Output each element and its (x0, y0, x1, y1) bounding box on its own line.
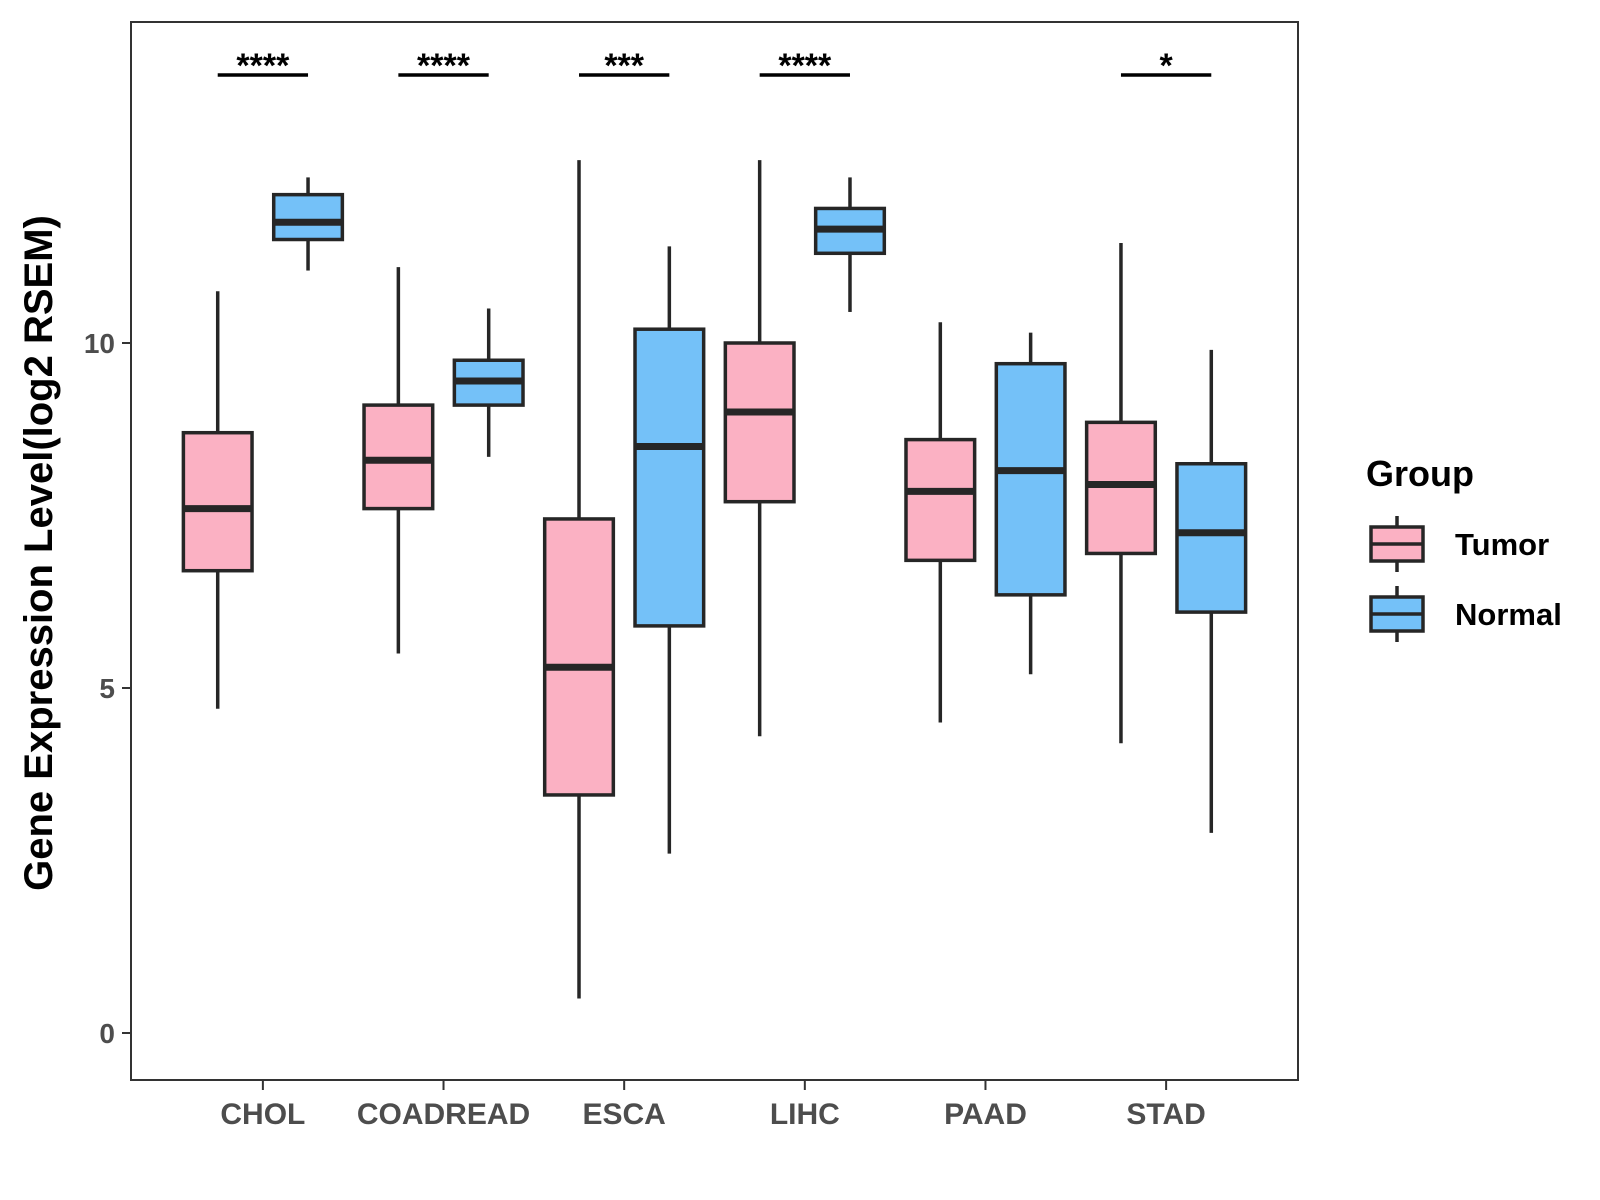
significance-label-coadread: **** (417, 47, 471, 85)
significance-label-lihc: **** (778, 47, 832, 85)
y-tick-label-10: 10 (84, 328, 115, 359)
y-axis: 0 5 10 (84, 328, 131, 1049)
plot-panel-border (130, 21, 1299, 1081)
y-tick-label-5: 5 (99, 673, 115, 704)
box-tumor-esca (542, 160, 616, 999)
box-normal-stad (1175, 349, 1248, 833)
significance-label-stad: * (1160, 47, 1174, 85)
box-normal-chol (271, 177, 345, 271)
box-body-tumor-paad (904, 437, 977, 563)
box-normal-esca (633, 246, 706, 854)
significance-label-chol: **** (236, 47, 290, 85)
x-tick-label-esca: ESCA (582, 1098, 665, 1131)
box-tumor-coadread (362, 267, 435, 654)
y-axis-title: Gene Expression Level(log2 RSEM) (17, 215, 61, 891)
box-body-normal-stad (1175, 462, 1248, 614)
box-body-normal-esca (633, 327, 706, 628)
legend-label-normal: Normal (1455, 597, 1562, 632)
box-body-normal-paad (994, 361, 1067, 597)
box-normal-lihc (813, 177, 887, 312)
box-body-tumor-lihc (723, 341, 796, 504)
x-tick-label-chol: CHOL (220, 1098, 305, 1131)
box-tumor-chol (181, 291, 254, 709)
x-tick-label-stad: STAD (1126, 1098, 1205, 1131)
x-tick-label-coadread: COADREAD (357, 1098, 530, 1131)
box-tumor-paad (904, 322, 977, 723)
x-tick-label-lihc: LIHC (770, 1098, 840, 1131)
box-body-normal-chol (271, 192, 345, 242)
legend: Group Tumor Normal (1366, 453, 1562, 642)
significance-label-esca: *** (604, 47, 644, 85)
box-normal-paad (994, 332, 1067, 675)
box-tumor-lihc (723, 160, 796, 737)
legend-label-tumor: Tumor (1455, 527, 1549, 562)
box-body-tumor-esca (542, 517, 616, 797)
x-tick-label-paad: PAAD (944, 1098, 1027, 1131)
y-tick-label-0: 0 (99, 1018, 115, 1049)
plot-marks: **** **** *** **** * (181, 47, 1248, 999)
box-tumor-stad (1084, 242, 1158, 744)
legend-title: Group (1366, 453, 1474, 494)
x-axis: CHOL COADREAD ESCA LIHC PAAD STAD (220, 1080, 1206, 1131)
box-body-tumor-chol (181, 430, 254, 573)
box-normal-coadread (452, 308, 525, 457)
